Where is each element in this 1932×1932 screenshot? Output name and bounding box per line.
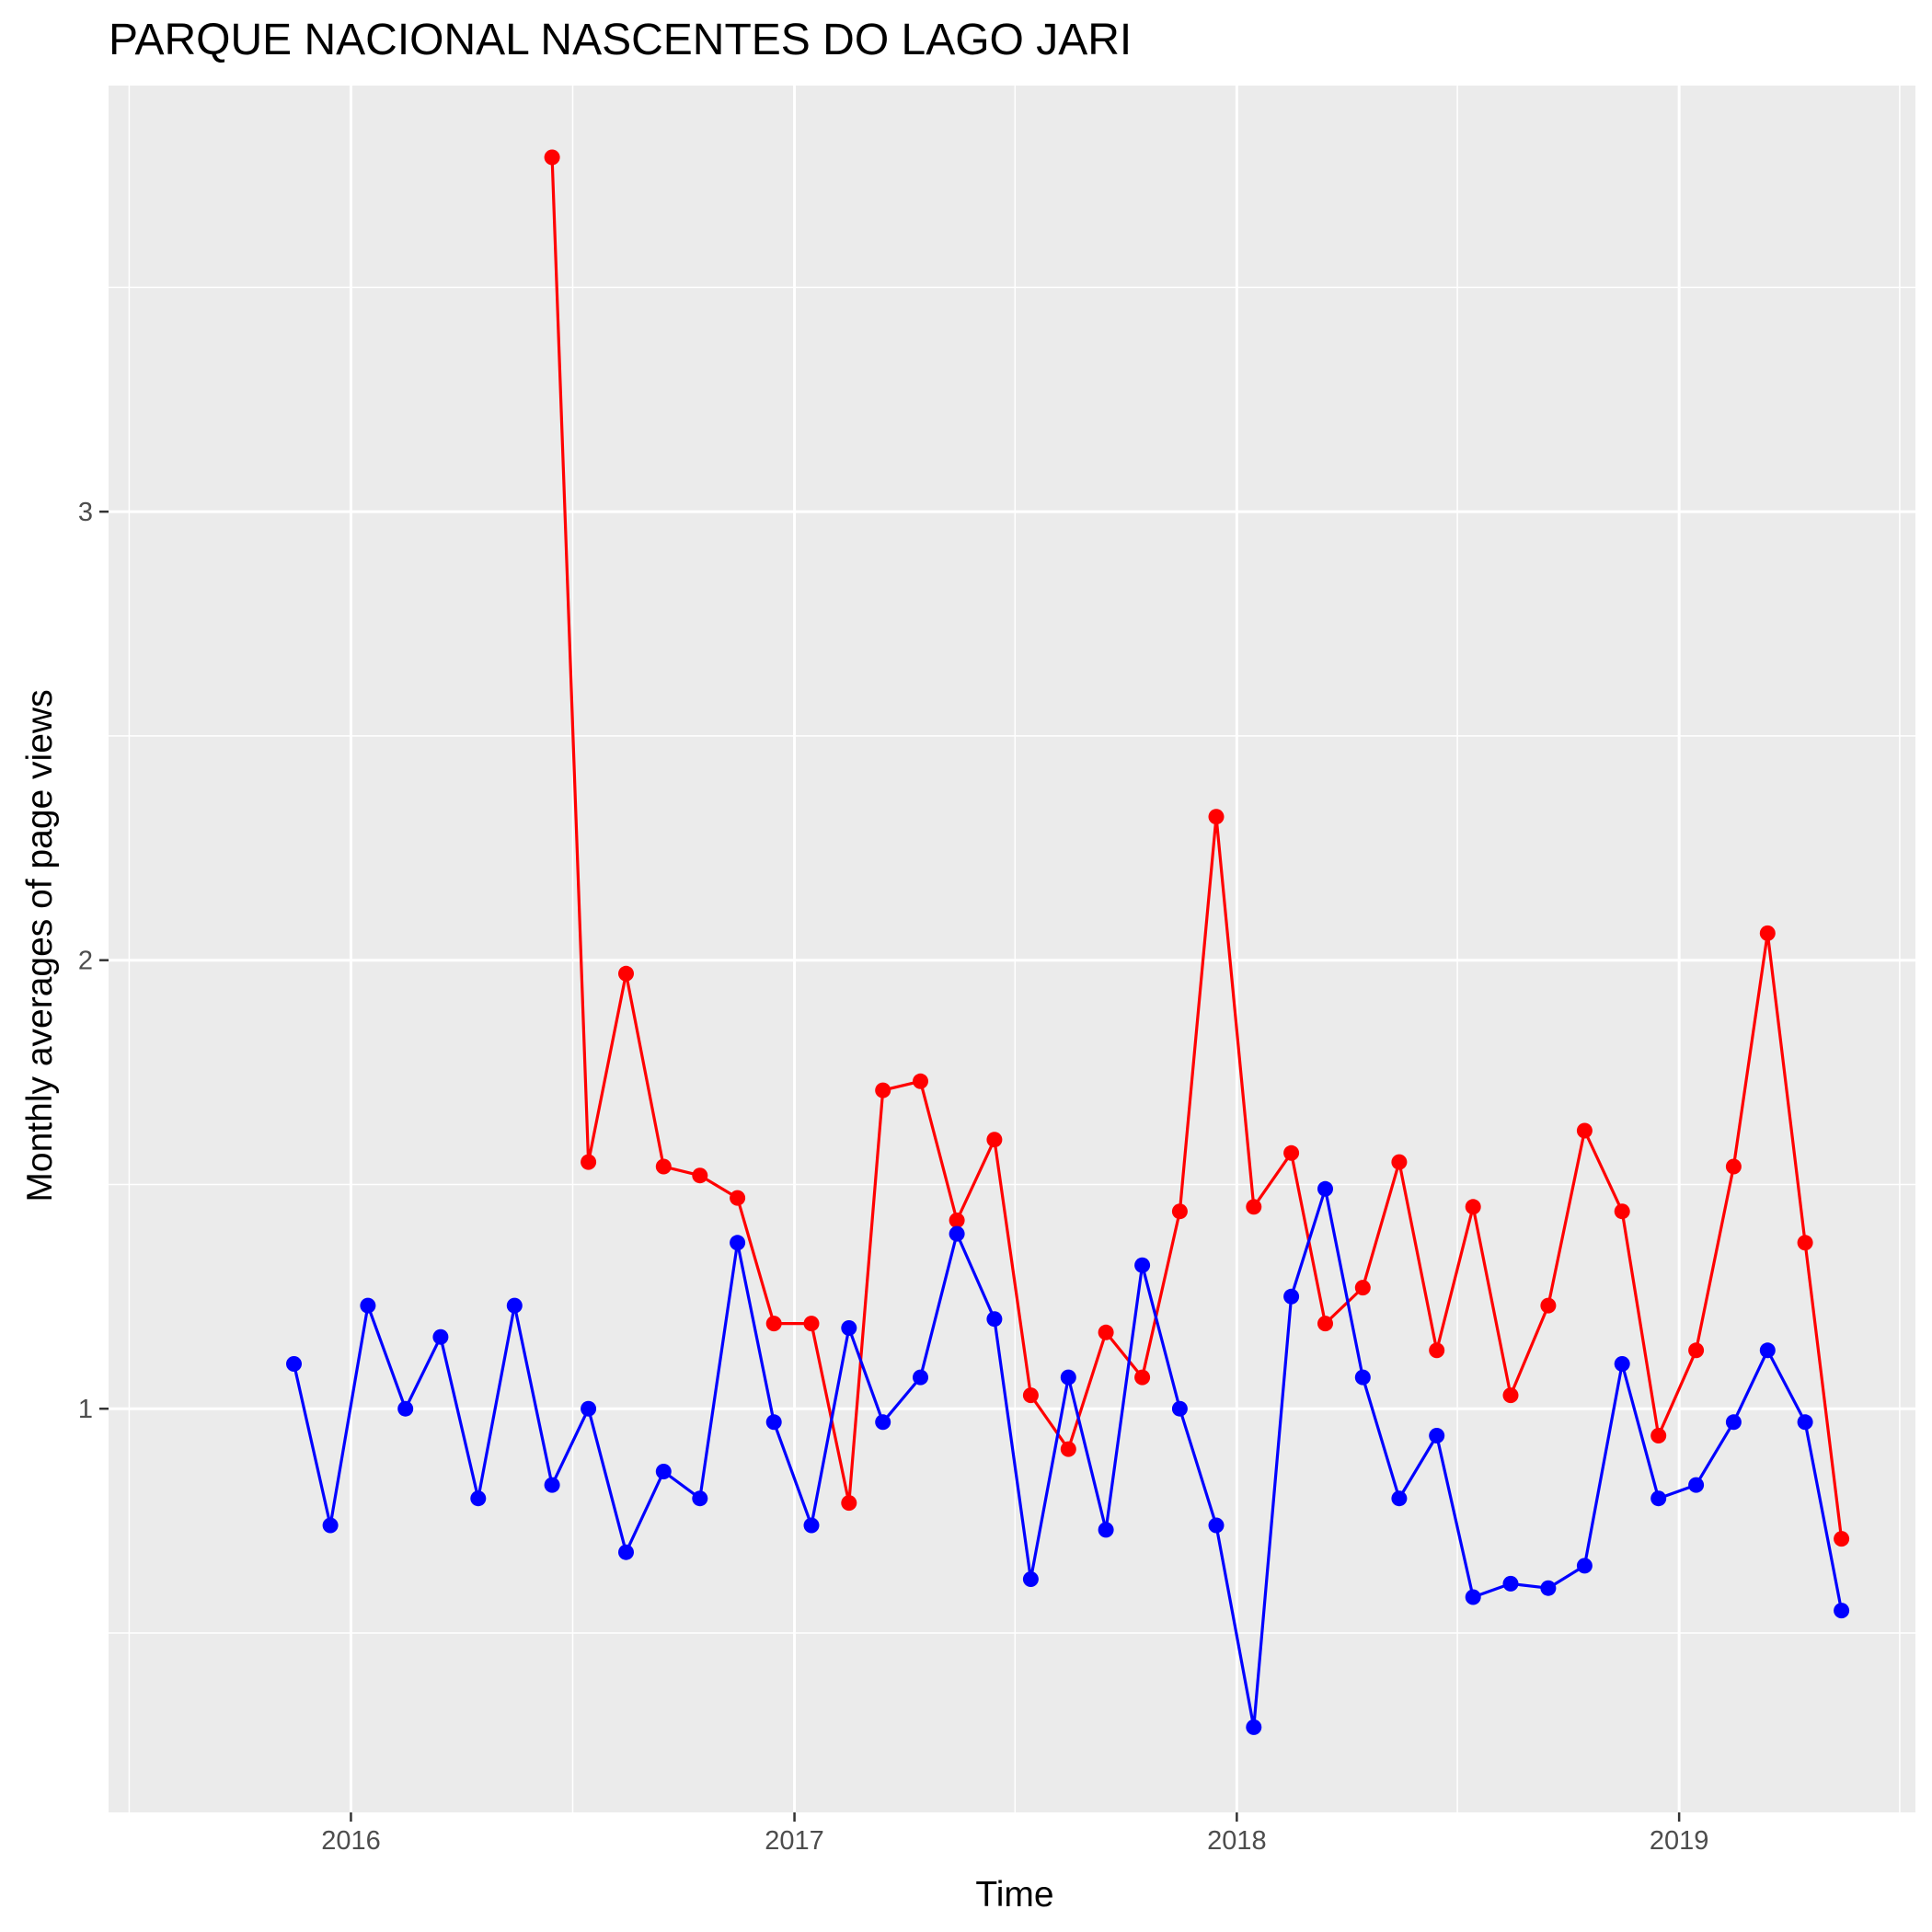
data-point — [1022, 1571, 1039, 1587]
y-axis-title: Monthly averages of page views — [20, 689, 60, 1202]
data-point — [986, 1132, 1003, 1148]
data-point — [1576, 1558, 1593, 1574]
data-point — [1688, 1342, 1705, 1359]
data-point — [692, 1490, 708, 1507]
data-point — [1208, 1517, 1225, 1534]
data-point — [1317, 1316, 1333, 1332]
data-point — [803, 1316, 820, 1332]
data-point — [618, 965, 634, 982]
data-point — [1098, 1324, 1114, 1340]
data-point — [1614, 1356, 1630, 1372]
data-point — [1171, 1203, 1188, 1220]
data-point — [1540, 1297, 1557, 1314]
x-tick-label: 2019 — [1650, 1826, 1709, 1856]
data-point — [470, 1490, 487, 1507]
data-point — [1171, 1400, 1188, 1417]
data-point — [1429, 1428, 1445, 1443]
data-point — [986, 1311, 1003, 1328]
data-point — [1688, 1477, 1705, 1493]
data-point — [765, 1316, 782, 1332]
data-point — [360, 1297, 376, 1314]
data-point — [949, 1225, 965, 1242]
data-point — [841, 1495, 857, 1512]
data-point — [1098, 1522, 1114, 1538]
x-axis-title: Time — [975, 1875, 1053, 1915]
y-tick-label: 3 — [78, 498, 93, 527]
data-point — [1283, 1288, 1300, 1305]
data-point — [1022, 1387, 1039, 1404]
data-point — [841, 1320, 857, 1336]
data-point — [803, 1517, 820, 1534]
data-point — [1576, 1122, 1593, 1139]
data-point — [875, 1082, 891, 1098]
y-tick-label: 2 — [78, 947, 93, 976]
data-point — [1354, 1280, 1371, 1296]
data-point — [1317, 1180, 1333, 1197]
data-point — [1502, 1387, 1519, 1404]
data-point — [1391, 1490, 1408, 1507]
data-point — [949, 1213, 965, 1228]
data-point — [1797, 1414, 1813, 1431]
data-point — [544, 149, 560, 166]
data-point — [286, 1356, 302, 1372]
data-point — [1759, 925, 1776, 941]
data-point — [730, 1190, 746, 1206]
data-point — [397, 1400, 414, 1417]
chart-title: PARQUE NACIONAL NASCENTES DO LAGO JARI — [109, 16, 1132, 64]
data-point — [1208, 809, 1225, 825]
data-point — [1391, 1154, 1408, 1170]
data-point — [913, 1369, 928, 1386]
data-point — [1465, 1589, 1481, 1605]
data-point — [581, 1154, 597, 1170]
data-point — [581, 1400, 597, 1417]
data-point — [1246, 1199, 1262, 1215]
series-line — [550, 156, 1844, 1539]
data-point — [1797, 1235, 1813, 1251]
axes: 1 2 3 2016 2017 2018 2019 — [78, 498, 1709, 1856]
series-1 — [544, 149, 1850, 1547]
series-2 — [286, 1180, 1850, 1735]
data-point — [1060, 1441, 1076, 1457]
x-tick-label: 2017 — [765, 1826, 824, 1856]
data-point — [1429, 1342, 1445, 1359]
data-point — [1060, 1369, 1076, 1386]
data-point — [875, 1414, 891, 1431]
data-point — [1834, 1603, 1850, 1619]
x-tick-label: 2018 — [1207, 1826, 1267, 1856]
data-point — [1725, 1158, 1742, 1175]
data-point — [655, 1464, 672, 1479]
data-point — [1540, 1580, 1557, 1596]
data-point — [1759, 1342, 1776, 1359]
data-point — [1283, 1144, 1300, 1161]
data-point — [1465, 1199, 1481, 1215]
data-point — [1834, 1531, 1850, 1547]
data-point — [1725, 1414, 1742, 1431]
data-point — [1502, 1575, 1519, 1592]
data-point — [1614, 1203, 1630, 1220]
data-series — [286, 149, 1850, 1735]
y-tick-label: 1 — [78, 1395, 93, 1424]
plot-panel — [109, 86, 1915, 1812]
data-point — [655, 1158, 672, 1175]
data-point — [322, 1517, 339, 1534]
data-point — [618, 1544, 634, 1560]
data-point — [692, 1167, 708, 1184]
data-point — [1246, 1719, 1262, 1735]
data-point — [544, 1477, 560, 1493]
data-point — [1354, 1369, 1371, 1386]
data-point — [1134, 1369, 1151, 1386]
data-point — [432, 1328, 449, 1345]
data-point — [765, 1414, 782, 1431]
data-point — [1650, 1428, 1667, 1443]
data-point — [913, 1073, 928, 1089]
data-point — [1650, 1490, 1667, 1507]
data-point — [730, 1235, 746, 1251]
minor-gridlines — [109, 86, 1915, 1812]
data-point — [1134, 1257, 1151, 1273]
data-point — [506, 1297, 523, 1314]
x-tick-label: 2016 — [321, 1826, 381, 1856]
